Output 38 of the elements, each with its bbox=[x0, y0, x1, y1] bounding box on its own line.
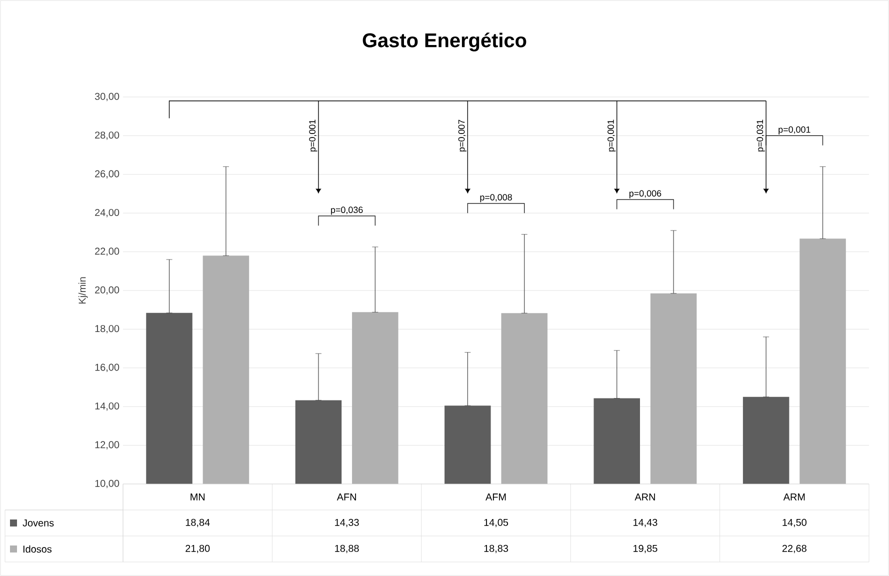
y-tick-label: 28,00 bbox=[95, 132, 120, 140]
y-tick-label: 16,00 bbox=[95, 364, 120, 372]
y-tick-label: 14,00 bbox=[95, 402, 120, 411]
data-label: 18,83 bbox=[484, 544, 508, 554]
data-label: 21,80 bbox=[186, 544, 210, 554]
chart-title: Gasto Energético bbox=[362, 32, 526, 52]
data-label: 14,05 bbox=[484, 518, 508, 528]
annotation: p=0,036 bbox=[331, 206, 363, 215]
y-tick-label: 24,00 bbox=[95, 208, 120, 218]
x-tick-label: ARM bbox=[783, 494, 805, 500]
data-label: 22,68 bbox=[782, 544, 806, 554]
x-tick-label: AFM bbox=[486, 494, 506, 500]
y-tick-label: 30,00 bbox=[94, 92, 120, 102]
legend-label: Jovens bbox=[22, 520, 54, 526]
annotation: p=0,031 bbox=[756, 120, 765, 152]
y-axis-title: Kj/min bbox=[78, 277, 88, 304]
y-tick-label: 12,00 bbox=[95, 441, 120, 450]
data-label: 14,33 bbox=[335, 518, 359, 528]
legend-label: Idosos bbox=[23, 545, 52, 553]
data-label: 18,88 bbox=[335, 544, 359, 554]
data-label: 18,84 bbox=[186, 518, 210, 528]
x-tick-label: ARN bbox=[634, 494, 655, 500]
y-tick-label: 10,00 bbox=[95, 480, 120, 488]
x-tick-label: MN bbox=[190, 494, 205, 500]
annotation: p=0,006 bbox=[629, 190, 662, 198]
x-tick-label: AFN bbox=[336, 494, 356, 500]
y-tick-label: 18,00 bbox=[95, 325, 120, 334]
data-label: 19,85 bbox=[634, 544, 658, 554]
annotation: p=0,007 bbox=[458, 120, 466, 152]
y-tick-label: 26,00 bbox=[95, 170, 120, 179]
data-label: 14,50 bbox=[782, 518, 806, 528]
annotation: p=0,001 bbox=[309, 120, 318, 152]
y-tick-label: 22,00 bbox=[95, 248, 120, 256]
annotation: p=0,001 bbox=[608, 120, 616, 152]
annotation: p=0,001 bbox=[778, 126, 810, 134]
annotation: p=0,008 bbox=[480, 194, 512, 202]
y-tick-label: 20,00 bbox=[95, 286, 120, 295]
data-label: 14,43 bbox=[634, 518, 658, 528]
